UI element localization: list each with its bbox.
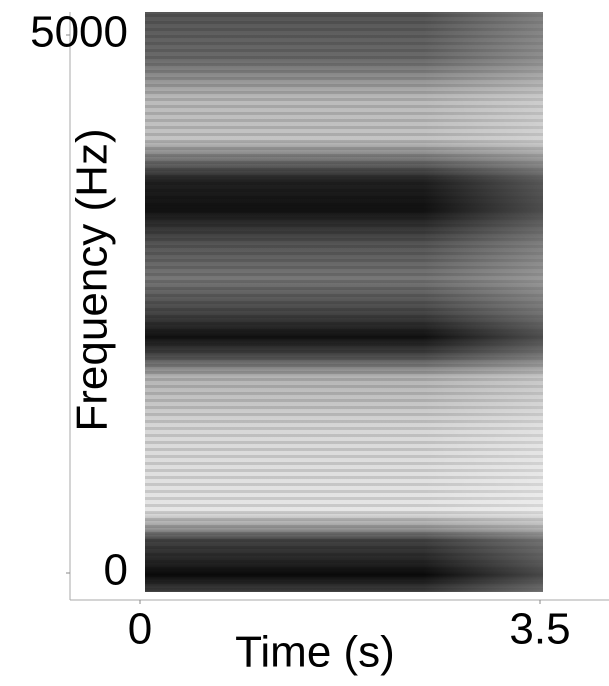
x-tick-label: 3.5 — [509, 605, 570, 654]
y-tick-label: 5000 — [30, 8, 128, 57]
x-tick-label: 0 — [128, 605, 152, 654]
y-axis-label: Frequency (Hz) — [68, 128, 117, 431]
x-axis-label: Time (s) — [235, 628, 395, 677]
y-tick-label: 0 — [104, 546, 128, 595]
spectrogram-image — [145, 12, 543, 592]
